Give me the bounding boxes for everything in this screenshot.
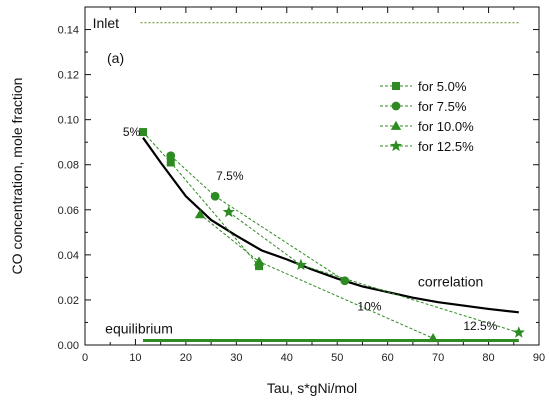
y-axis-title: CO concentration, mole fraction: [9, 78, 25, 275]
inlet-label: Inlet: [93, 15, 120, 31]
data-point-circle: [166, 151, 176, 161]
x-tick-label: 70: [432, 352, 444, 364]
data-point-star: [222, 205, 235, 218]
legend-label: for 5.0%: [418, 79, 467, 94]
legend-marker-triangle: [390, 120, 402, 130]
y-tick-label: 0.14: [58, 25, 79, 37]
data-point-square: [255, 262, 264, 271]
equilibrium-label: equilibrium: [105, 320, 173, 336]
series-annotation: 7.5%: [216, 169, 244, 183]
y-tick-label: 0.12: [58, 70, 79, 82]
legend-marker-square: [392, 82, 400, 90]
axis-ticks: 0 10 20 30 40 50 60 70 80 90 0.00 0.02 0.04 0.06 0.08 0…: [58, 7, 545, 364]
legend-marker-star: [389, 139, 403, 152]
y-tick-label: 0.02: [58, 295, 79, 307]
chart-texts: Inlet equilibrium correlation 5% 7.5% 10% 12.5…: [93, 15, 498, 337]
plot-frame: [84, 6, 540, 346]
y-tick-label: 0.10: [58, 115, 79, 127]
data-point-star: [294, 258, 307, 271]
panel-label: (a): [107, 50, 124, 66]
correlation-label: correlation: [418, 273, 483, 289]
x-tick-label: 50: [331, 352, 343, 364]
legend-label: for 10.0%: [418, 119, 474, 134]
x-tick-label: 40: [281, 352, 293, 364]
x-tick-label: 30: [230, 352, 242, 364]
series-annotation: 10%: [357, 300, 381, 314]
y-tick-label: 0.04: [58, 250, 79, 262]
x-tick-label: 10: [129, 352, 141, 364]
y-tick-label: 0.00: [58, 340, 79, 352]
series-annotation: 12.5%: [463, 319, 497, 333]
legend-marker-circle: [391, 101, 401, 111]
legend: for 5.0% for 7.5% for 10.0% for 12.5%: [380, 79, 474, 154]
x-axis-title: Tau, s*gNi/mol: [267, 380, 357, 396]
x-tick-label: 20: [180, 352, 192, 364]
x-tick-label: 80: [482, 352, 494, 364]
data-point-circle: [210, 191, 220, 201]
data-point-star: [512, 326, 525, 338]
series-line-square: [142, 131, 260, 267]
series-annotation: 5%: [123, 125, 141, 139]
data-point-square: [139, 128, 148, 137]
legend-label: for 7.5%: [418, 99, 467, 114]
x-tick-label: 90: [533, 352, 545, 364]
legend-label: for 12.5%: [418, 139, 474, 154]
data-point-triangle: [253, 256, 265, 266]
x-tick-label: 60: [382, 352, 394, 364]
correlation-curve: [142, 137, 519, 314]
series-line-star: [228, 211, 519, 334]
chart-lines: [140, 22, 519, 342]
data-point-triangle: [194, 209, 206, 219]
chart-markers: [139, 128, 525, 343]
y-tick-label: 0.08: [58, 160, 79, 172]
data-point-square: [166, 158, 175, 167]
series-line-triangle: [199, 213, 434, 339]
x-tick-label: 0: [82, 352, 88, 364]
data-point-circle: [340, 276, 350, 286]
y-tick-label: 0.06: [58, 205, 79, 217]
data-point-triangle: [427, 333, 439, 343]
